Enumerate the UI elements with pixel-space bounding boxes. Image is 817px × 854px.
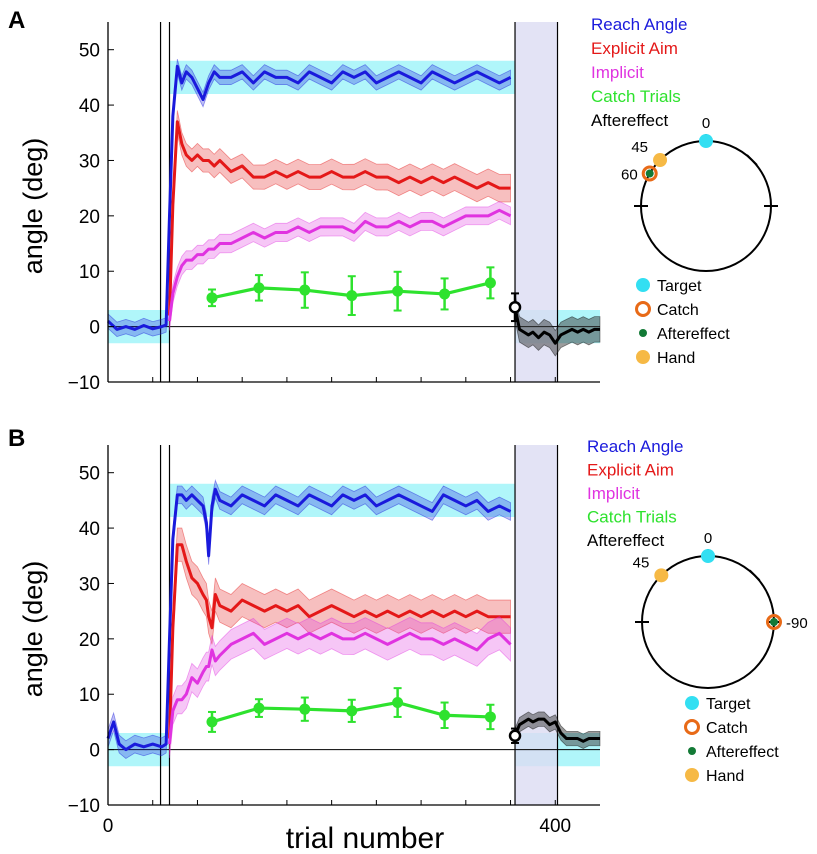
aftereffect-error-band: [514, 294, 601, 357]
marker-legend-label: Target: [706, 696, 751, 713]
aftereffect-first-point: [508, 729, 522, 743]
legend-catch-marker: [684, 719, 700, 735]
circle-angle-label: 45: [633, 554, 650, 571]
catch-trials-point: [484, 277, 496, 289]
circle-angle-label: 45: [631, 139, 648, 156]
y-tick-label: 30: [79, 151, 100, 172]
y-tick-label: 50: [79, 41, 100, 62]
y-tick-label: 0: [89, 741, 100, 762]
marker-legend-label: Aftereffect: [657, 326, 730, 343]
catch-trials-point: [299, 284, 311, 296]
catch-trials-point: [392, 697, 404, 709]
legend-entry: Explicit Aim: [591, 39, 678, 58]
marker-legend-label: Catch: [657, 302, 699, 319]
legend-entry: Reach Angle: [591, 15, 687, 34]
aftereffect-line: [513, 306, 600, 345]
catch-trials-point: [206, 292, 218, 304]
circle-after-marker: [770, 618, 778, 626]
y-axis-label: angle (deg): [18, 138, 48, 275]
aftereffect-line: [513, 717, 600, 743]
legend-target-marker: [685, 696, 699, 710]
legend-entry: Aftereffect: [591, 111, 668, 130]
reach-angle-line: [106, 487, 512, 752]
catch-trials-point: [439, 288, 451, 300]
y-tick-label: 10: [79, 685, 100, 706]
legend-catch-marker: [635, 301, 651, 317]
circle-tick: [746, 154, 758, 166]
panel-A: −10 0 10 20 30 40 50 angle (deg) A Reach Angle Exp…: [8, 7, 778, 394]
x-axis-label: trial number: [286, 822, 444, 854]
catch-trials-point: [206, 716, 218, 728]
legend-entry: Explicit Aim: [587, 461, 674, 480]
explicit-aim-line: [168, 120, 511, 316]
circle-angle-label: -90: [786, 615, 808, 632]
aftereffect-first-point: [508, 300, 522, 314]
legend-entry: Implicit: [587, 484, 640, 503]
legend-entry: Aftereffect: [587, 531, 664, 550]
circle-after-marker: [645, 169, 654, 178]
marker-legend-label: Catch: [706, 720, 748, 737]
legend-after-marker: [639, 329, 647, 337]
circle-target-marker: [699, 134, 713, 148]
circle-catch-marker: [641, 165, 658, 182]
legend-entry: Implicit: [591, 63, 644, 82]
explicit-aim-error-band: [169, 110, 511, 327]
implicit-line: [168, 208, 512, 322]
marker-legend-label: Aftereffect: [706, 744, 779, 761]
y-tick-label: 30: [79, 574, 100, 595]
legend-hand-marker: [636, 350, 650, 364]
marker-legend-label: Target: [657, 278, 702, 295]
catch-trials-point: [253, 282, 265, 294]
panel-label: B: [8, 425, 25, 452]
reach-angle-error-band: [107, 59, 511, 338]
circle-target-marker: [701, 549, 715, 563]
implicit-error-band: [169, 200, 511, 331]
legend-hand-marker: [685, 768, 699, 782]
circle-angle-label: 0: [704, 530, 712, 547]
catch-trials-point: [346, 290, 358, 302]
marker-legend-label: Hand: [657, 350, 695, 367]
y-tick-label: 50: [79, 464, 100, 485]
circle-hand-marker: [654, 568, 669, 583]
legend-target-marker: [636, 278, 650, 292]
catch-trials-point: [346, 705, 358, 717]
implicit-error-band: [169, 616, 511, 758]
legend-entry: Catch Trials: [591, 87, 681, 106]
x-tick-label: 0: [103, 816, 114, 837]
explicit-aim-line: [168, 543, 511, 739]
catch-trials-point: [484, 711, 496, 723]
circle-hand-marker: [653, 153, 668, 168]
circle-angle-label: 60: [621, 167, 638, 184]
legend-entry: Catch Trials: [587, 508, 677, 527]
y-tick-label: −10: [68, 796, 100, 817]
y-tick-label: −10: [68, 373, 100, 394]
panel-label: A: [8, 7, 25, 34]
circle-angle-label: 0: [702, 115, 710, 132]
catch-trials-point: [299, 703, 311, 715]
x-tick-label: 400: [539, 816, 571, 837]
y-tick-label: 10: [79, 262, 100, 283]
circle-tick: [749, 569, 761, 581]
y-tick-label: 0: [89, 318, 100, 339]
catch-trials-point: [392, 285, 404, 297]
catch-trials-point: [439, 709, 451, 721]
implicit-line: [168, 631, 512, 745]
explicit-aim-error-band: [169, 527, 511, 756]
aftereffect-region: [515, 445, 558, 805]
y-tick-label: 40: [79, 96, 100, 117]
y-tick-label: 40: [79, 519, 100, 540]
reach-angle-line: [106, 64, 512, 331]
y-tick-label: 20: [79, 630, 100, 651]
catch-trials-point: [253, 702, 265, 714]
legend-after-marker: [688, 747, 696, 755]
legend-entry: Reach Angle: [587, 437, 683, 456]
circle-catch-marker: [766, 614, 782, 630]
marker-legend-label: Hand: [706, 768, 744, 785]
y-tick-label: 20: [79, 207, 100, 228]
y-axis-label: angle (deg): [18, 561, 48, 698]
